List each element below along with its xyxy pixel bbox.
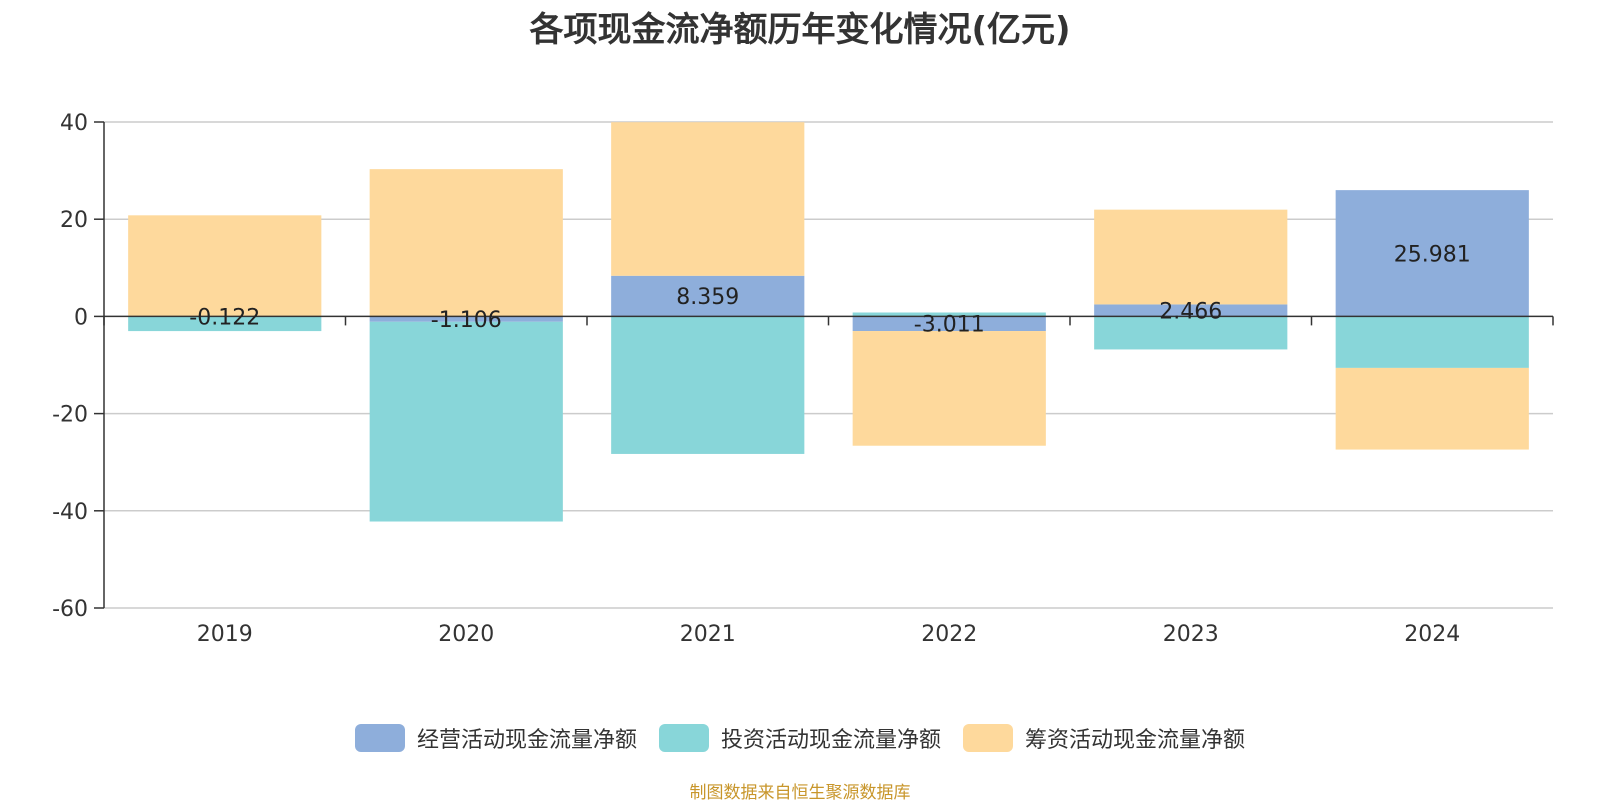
data-label: 2.466	[1159, 299, 1222, 324]
legend-swatch	[658, 724, 709, 752]
data-labels: -0.122 -1.106 8.359 -3.011 2.466 25.981	[189, 242, 1470, 337]
y-tick-label: -40	[52, 500, 88, 525]
data-label: -1.106	[431, 308, 502, 333]
bar-series-1-2020	[369, 321, 563, 522]
bar-series-1-2021	[611, 316, 805, 454]
bar-series-2-2024	[1335, 367, 1529, 450]
bar-series-2-2021	[611, 122, 805, 276]
legend-label: 筹资活动现金流量净额	[1025, 728, 1246, 753]
bar-series-0-2024	[1335, 190, 1529, 317]
legend-item[interactable]: 投资活动现金流量净额	[658, 722, 941, 754]
legend-swatch	[963, 724, 1013, 752]
legend-swatch	[354, 724, 405, 752]
x-tick-label: 2020	[438, 622, 494, 647]
legend-item[interactable]: 筹资活动现金流量净额	[963, 722, 1245, 754]
x-tick-label: 2023	[1163, 622, 1219, 647]
source-note: 制图数据来自恒生聚源数据库	[689, 783, 911, 803]
data-label: -3.011	[914, 313, 985, 338]
legend-item[interactable]: 经营活动现金流量净额	[354, 722, 637, 754]
y-tick-label: -60	[52, 597, 88, 622]
bar-series-1-2024	[1335, 316, 1529, 368]
y-tick-label: 0	[74, 305, 88, 330]
y-tick-label: 40	[60, 111, 88, 136]
legend-label: 经营活动现金流量净额	[416, 728, 637, 753]
bar-series-1-2023	[1094, 316, 1288, 350]
data-label: 25.981	[1394, 242, 1471, 267]
bar-series-0-2022	[852, 316, 1046, 332]
bar-series-2-2023	[1094, 209, 1288, 305]
bar-series-0-2021	[611, 275, 805, 317]
bar-series-2-2020	[369, 169, 563, 317]
y-tick-label: -20	[52, 403, 88, 428]
x-tick-label: 2021	[680, 622, 736, 647]
legend: 经营活动现金流量净额 投资活动现金流量净额 筹资活动现金流量净额	[0, 722, 1600, 754]
x-tick-label: 2022	[921, 622, 977, 647]
x-tick-label: 2019	[197, 622, 253, 647]
legend-label: 投资活动现金流量净额	[720, 728, 941, 753]
bar-series-2-2019	[128, 215, 322, 317]
gridlines	[104, 121, 1553, 609]
bars	[128, 122, 1529, 522]
data-label: 8.359	[676, 285, 739, 310]
bar-series-0-2020	[369, 316, 563, 322]
bar-series-1-2019	[128, 316, 322, 332]
bar-series-1-2022	[852, 312, 1046, 317]
bar-series-0-2023	[1094, 304, 1288, 317]
x-tick-label: 2024	[1404, 622, 1460, 647]
axes: 40 20 0 -20 -40 -60 2019 2020 2021 2022 2023 2024	[52, 111, 1554, 647]
chart-title: 各项现金流净额历年变化情况(亿元)	[529, 10, 1071, 50]
data-label: -0.122	[189, 306, 260, 331]
bar-series-2-2022	[852, 331, 1046, 446]
y-tick-label: 20	[60, 208, 88, 233]
